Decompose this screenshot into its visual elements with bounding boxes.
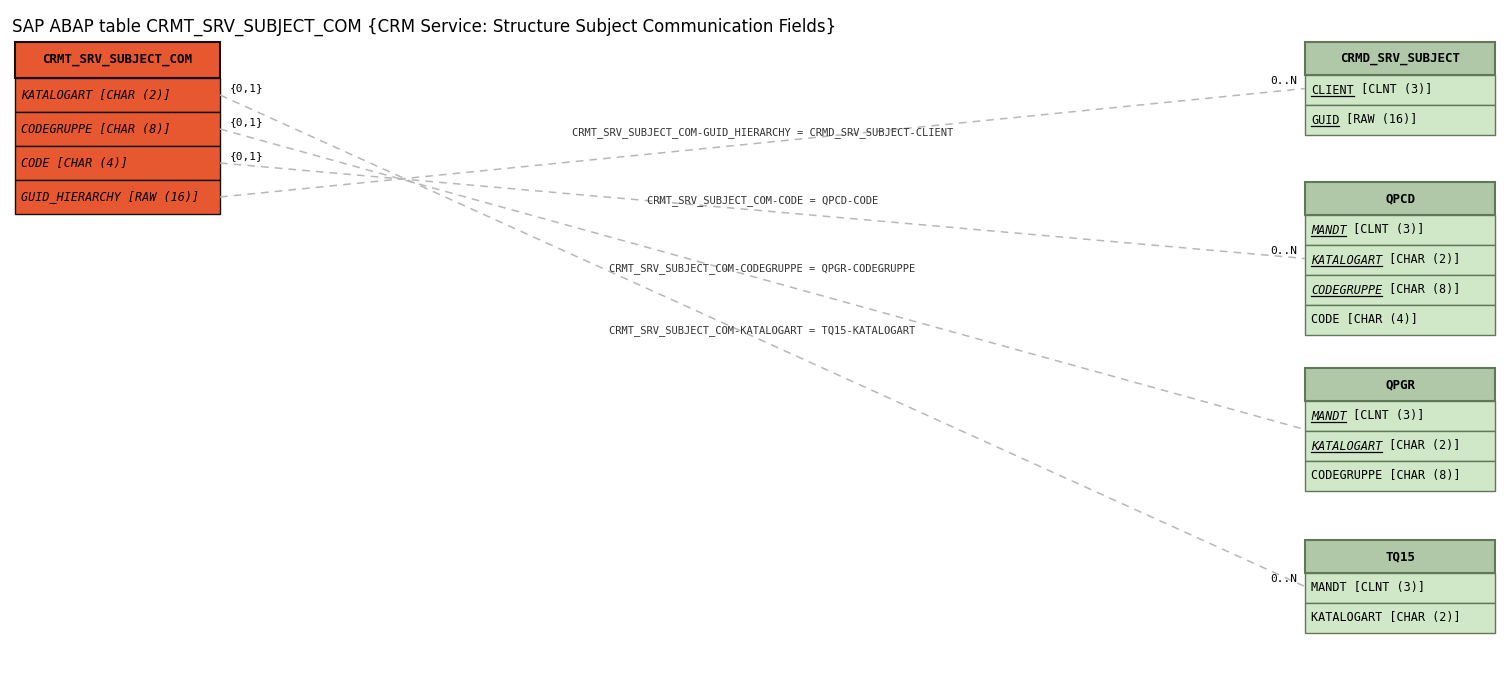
Text: [RAW (16)]: [RAW (16)]	[1340, 113, 1418, 126]
FancyBboxPatch shape	[1305, 461, 1495, 491]
Text: CRMT_SRV_SUBJECT_COM-CODE = QPCD-CODE: CRMT_SRV_SUBJECT_COM-CODE = QPCD-CODE	[647, 195, 878, 206]
FancyBboxPatch shape	[1305, 182, 1495, 215]
Text: CLIENT: CLIENT	[1311, 83, 1354, 96]
FancyBboxPatch shape	[15, 146, 220, 180]
Text: [CLNT (3)]: [CLNT (3)]	[1354, 83, 1432, 96]
Text: TQ15: TQ15	[1385, 550, 1415, 563]
Text: CODEGRUPPE [CHAR (8)]: CODEGRUPPE [CHAR (8)]	[21, 122, 171, 135]
Text: KATALOGART [CHAR (2)]: KATALOGART [CHAR (2)]	[1311, 611, 1461, 624]
Text: CRMT_SRV_SUBJECT_COM-KATALOGART = TQ15-KATALOGART: CRMT_SRV_SUBJECT_COM-KATALOGART = TQ15-K…	[610, 325, 916, 336]
FancyBboxPatch shape	[1305, 573, 1495, 603]
FancyBboxPatch shape	[15, 42, 220, 78]
FancyBboxPatch shape	[1305, 105, 1495, 135]
FancyBboxPatch shape	[1305, 603, 1495, 633]
Text: MANDT: MANDT	[1311, 223, 1346, 236]
Text: 0..N: 0..N	[1271, 247, 1298, 257]
Text: GUID: GUID	[1311, 113, 1340, 126]
FancyBboxPatch shape	[1305, 540, 1495, 573]
Text: GUID_HIERARCHY [RAW (16)]: GUID_HIERARCHY [RAW (16)]	[21, 191, 199, 204]
Text: SAP ABAP table CRMT_SRV_SUBJECT_COM {CRM Service: Structure Subject Communicatio: SAP ABAP table CRMT_SRV_SUBJECT_COM {CRM…	[12, 18, 836, 36]
Text: 0..N: 0..N	[1271, 76, 1298, 87]
Text: {0,1}: {0,1}	[229, 151, 264, 161]
FancyBboxPatch shape	[1305, 368, 1495, 401]
Text: CODE [CHAR (4)]: CODE [CHAR (4)]	[1311, 313, 1418, 326]
Text: {0,1}: {0,1}	[229, 83, 264, 93]
FancyBboxPatch shape	[15, 112, 220, 146]
Text: QPCD: QPCD	[1385, 192, 1415, 205]
Text: CRMT_SRV_SUBJECT_COM: CRMT_SRV_SUBJECT_COM	[42, 53, 193, 66]
FancyBboxPatch shape	[1305, 305, 1495, 335]
Text: CODE [CHAR (4)]: CODE [CHAR (4)]	[21, 156, 128, 169]
FancyBboxPatch shape	[1305, 275, 1495, 305]
Text: KATALOGART [CHAR (2)]: KATALOGART [CHAR (2)]	[21, 89, 171, 102]
Text: KATALOGART: KATALOGART	[1311, 439, 1382, 453]
Text: [CHAR (2)]: [CHAR (2)]	[1382, 439, 1461, 453]
FancyBboxPatch shape	[15, 180, 220, 214]
FancyBboxPatch shape	[1305, 431, 1495, 461]
FancyBboxPatch shape	[1305, 401, 1495, 431]
Text: MANDT: MANDT	[1311, 410, 1346, 423]
FancyBboxPatch shape	[15, 78, 220, 112]
Text: CODEGRUPPE: CODEGRUPPE	[1311, 283, 1382, 296]
Text: CRMD_SRV_SUBJECT: CRMD_SRV_SUBJECT	[1340, 52, 1461, 65]
Text: [CHAR (8)]: [CHAR (8)]	[1382, 283, 1461, 296]
Text: CRMT_SRV_SUBJECT_COM-GUID_HIERARCHY = CRMD_SRV_SUBJECT-CLIENT: CRMT_SRV_SUBJECT_COM-GUID_HIERARCHY = CR…	[572, 127, 954, 138]
Text: QPGR: QPGR	[1385, 378, 1415, 391]
Text: [CHAR (2)]: [CHAR (2)]	[1382, 253, 1461, 266]
FancyBboxPatch shape	[1305, 42, 1495, 75]
Text: CODEGRUPPE [CHAR (8)]: CODEGRUPPE [CHAR (8)]	[1311, 469, 1461, 482]
Text: 0..N: 0..N	[1271, 574, 1298, 585]
FancyBboxPatch shape	[1305, 215, 1495, 245]
FancyBboxPatch shape	[1305, 75, 1495, 105]
FancyBboxPatch shape	[1305, 245, 1495, 275]
Text: {0,1}: {0,1}	[229, 117, 264, 127]
Text: CRMT_SRV_SUBJECT_COM-CODEGRUPPE = QPGR-CODEGRUPPE: CRMT_SRV_SUBJECT_COM-CODEGRUPPE = QPGR-C…	[610, 264, 916, 275]
Text: KATALOGART: KATALOGART	[1311, 253, 1382, 266]
Text: [CLNT (3)]: [CLNT (3)]	[1346, 223, 1424, 236]
Text: MANDT [CLNT (3)]: MANDT [CLNT (3)]	[1311, 581, 1424, 594]
Text: [CLNT (3)]: [CLNT (3)]	[1346, 410, 1424, 423]
